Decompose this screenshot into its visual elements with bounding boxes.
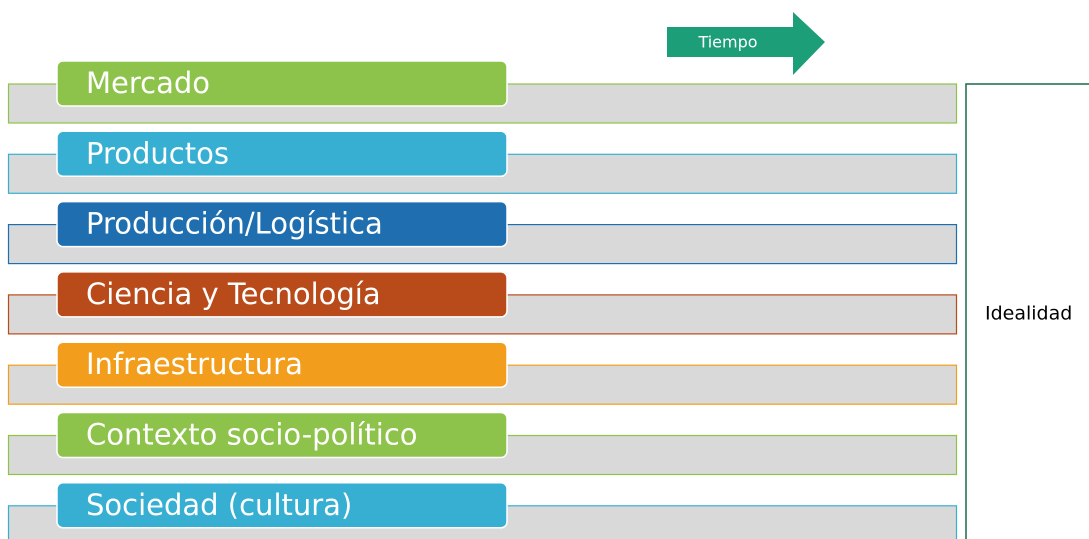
row-label: Contexto socio-político [86, 418, 418, 452]
row-label-box [56, 200, 508, 248]
time-arrow [667, 12, 825, 75]
row-label-box [56, 130, 508, 178]
row-label: Ciencia y Tecnología [86, 277, 381, 311]
row-label-box [56, 411, 508, 459]
row-label: Infraestructura [86, 347, 303, 381]
row-label-box [56, 271, 508, 318]
row-label-box [56, 341, 508, 388]
arrow-label: Tiempo [697, 33, 757, 52]
row-label: Productos [86, 136, 229, 170]
row-label: Mercado [86, 66, 210, 100]
bracket [965, 83, 1089, 539]
row-label-box [56, 60, 508, 107]
row-label-box [56, 482, 508, 529]
row-label: Producción/Logística [86, 207, 383, 241]
bracket-label: Idealidad [985, 303, 1072, 325]
row-label: Sociedad (cultura) [86, 488, 352, 522]
rows: Mercado Productos Producción/Logística Cien… [7, 60, 958, 539]
